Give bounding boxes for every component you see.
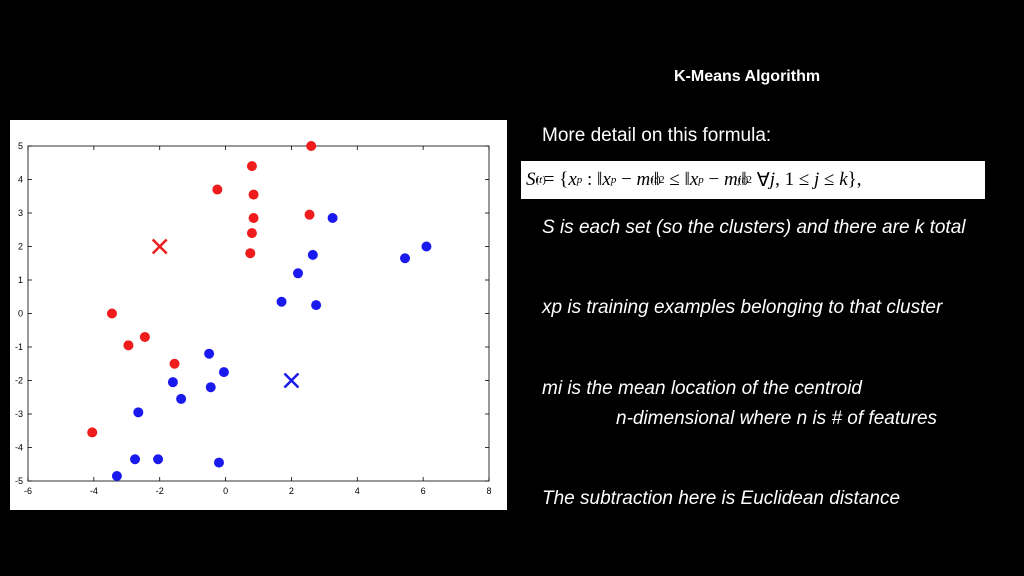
explanation-training-examples: xp is training examples belonging to tha… [542, 297, 943, 318]
x-tick-label: 6 [421, 486, 426, 496]
red-data-point [139, 331, 150, 342]
explanation-sets: S is each set (so the clusters) and ther… [542, 217, 966, 238]
blue-data-point [421, 241, 432, 252]
plot-axes [27, 145, 490, 482]
plot-points [87, 141, 432, 481]
x-tick-label: -6 [24, 486, 32, 496]
y-tick-label: 4 [18, 175, 23, 185]
y-tick-label: 2 [18, 242, 23, 252]
x-tick-label: -2 [156, 486, 164, 496]
blue-data-point [218, 367, 229, 378]
explanation-dimensions: n-dimensional where n is # of features [542, 409, 982, 429]
y-tick-label: -5 [15, 476, 23, 486]
blue-data-point [133, 407, 144, 418]
red-centroid-marker [151, 238, 168, 255]
blue-data-point [130, 454, 141, 465]
scatter-plot: -6 -4 -2 0 2 4 6 8 5 4 3 2 1 0 -1 -2 -3 -4 -5 [10, 120, 507, 510]
slide-title: K-Means Algorithm [674, 68, 821, 85]
plot-frame [27, 145, 490, 482]
x-tick-label: 8 [486, 486, 491, 496]
x-tick-label: 0 [223, 486, 228, 496]
blue-data-point [153, 454, 164, 465]
y-tick-label: -3 [15, 409, 23, 419]
blue-data-point [400, 253, 411, 264]
scatter-plot-svg: -6 -4 -2 0 2 4 6 8 5 4 3 2 1 0 -1 -2 -3 -4 -5 [15, 141, 492, 496]
y-tick-label: -2 [15, 376, 23, 386]
blue-data-point [204, 348, 215, 359]
y-tick-label: 1 [18, 275, 23, 285]
blue-data-point [167, 377, 178, 388]
blue-centroid-marker [283, 372, 300, 389]
blue-data-point [176, 393, 187, 404]
blue-data-point [293, 268, 304, 279]
plot-centroids [151, 238, 300, 389]
blue-data-point [311, 300, 322, 311]
y-tick-label: -1 [15, 342, 23, 352]
kmeans-assignment-formula: S (t) i = {x p : ‖ x p − m (t) i ‖ 2 ≤ ‖ x p − m (t)… [521, 161, 985, 199]
red-data-point [246, 161, 257, 172]
explanation-dimensions-text: n-dimensional where n is # of features [616, 408, 938, 429]
red-data-point [245, 248, 256, 259]
blue-data-point [327, 213, 338, 224]
red-data-point [248, 213, 259, 224]
x-tick-label: 2 [289, 486, 294, 496]
explanation-euclidean: The subtraction here is Euclidean distan… [542, 488, 901, 509]
red-data-point [123, 340, 134, 351]
centroid-cross-stroke [283, 372, 300, 389]
formula-intro-text: More detail on this formula: [542, 125, 772, 146]
x-tick-label: 4 [355, 486, 360, 496]
red-data-point [306, 141, 317, 151]
red-data-point [212, 184, 223, 195]
blue-data-point [205, 382, 216, 393]
red-data-point [87, 427, 98, 438]
blue-data-point [307, 249, 318, 260]
red-data-point [248, 189, 259, 200]
x-tick-label: -4 [90, 486, 98, 496]
blue-data-point [111, 470, 122, 481]
red-data-point [304, 209, 315, 220]
y-tick-label: 5 [18, 141, 23, 151]
red-data-point [106, 308, 117, 319]
y-tick-label: 0 [18, 309, 23, 319]
centroid-cross-stroke [151, 238, 168, 255]
y-tick-label: -4 [15, 443, 23, 453]
plot-ticks: -6 -4 -2 0 2 4 6 8 5 4 3 2 1 0 -1 -2 -3 -4 -5 [15, 141, 492, 496]
red-data-point [169, 358, 180, 369]
blue-data-point [276, 296, 287, 307]
explanation-centroid-mean: mi is the mean location of the centroid [542, 378, 863, 399]
y-tick-label: 3 [18, 208, 23, 218]
blue-data-point [213, 457, 224, 468]
red-data-point [246, 228, 257, 239]
